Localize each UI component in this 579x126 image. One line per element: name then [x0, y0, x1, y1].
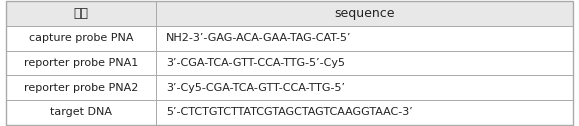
Text: sequence: sequence [335, 7, 395, 20]
Text: reporter probe PNA1: reporter probe PNA1 [24, 58, 138, 68]
Text: reporter probe PNA2: reporter probe PNA2 [24, 83, 138, 93]
Bar [156, 26, 573, 51]
Text: target DNA: target DNA [50, 107, 112, 117]
Bar [6, 75, 156, 100]
Bar [6, 26, 156, 51]
Text: 3’-CGA-TCA-GTT-CCA-TTG-5’-Cy5: 3’-CGA-TCA-GTT-CCA-TTG-5’-Cy5 [166, 58, 345, 68]
Text: capture probe PNA: capture probe PNA [29, 33, 133, 43]
Text: NH2-3’-GAG-ACA-GAA-TAG-CAT-5’: NH2-3’-GAG-ACA-GAA-TAG-CAT-5’ [166, 33, 352, 43]
Bar [156, 51, 573, 75]
Text: 3’-Cy5-CGA-TCA-GTT-CCA-TTG-5’: 3’-Cy5-CGA-TCA-GTT-CCA-TTG-5’ [166, 83, 345, 93]
Bar [156, 75, 573, 100]
Text: 5’-CTCTGTCTTATCGTAGCTAGTCAAGGTAAC-3’: 5’-CTCTGTCTTATCGTAGCTAGTCAAGGTAAC-3’ [166, 107, 413, 117]
Bar [6, 1, 156, 26]
Bar [6, 100, 156, 125]
Bar [156, 1, 573, 26]
Text: 종류: 종류 [74, 7, 89, 20]
Bar [6, 51, 156, 75]
Bar [156, 100, 573, 125]
